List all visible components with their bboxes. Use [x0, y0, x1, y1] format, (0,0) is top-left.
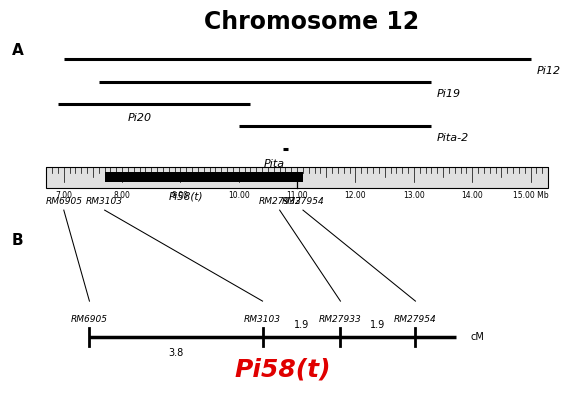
- Text: Pita-2: Pita-2: [437, 133, 470, 144]
- Text: 7.00: 7.00: [55, 191, 72, 200]
- Text: B: B: [12, 233, 23, 248]
- Text: 13.00: 13.00: [403, 191, 425, 200]
- Text: 1.9: 1.9: [370, 320, 385, 330]
- Text: 11.00: 11.00: [286, 191, 308, 200]
- Text: 3.8: 3.8: [168, 348, 183, 358]
- Bar: [46, 167, 548, 188]
- Text: RM6905: RM6905: [45, 197, 83, 206]
- Text: RM27933: RM27933: [258, 197, 301, 206]
- Text: 14.00: 14.00: [461, 191, 483, 200]
- Text: 12.00: 12.00: [344, 191, 366, 200]
- Text: Pi58(t): Pi58(t): [234, 357, 331, 381]
- Text: RM27933: RM27933: [319, 315, 362, 324]
- Text: RM27954: RM27954: [394, 315, 437, 324]
- Text: Pi58(t): Pi58(t): [169, 192, 204, 202]
- Text: Pi19: Pi19: [437, 89, 461, 99]
- Text: Pi20: Pi20: [128, 113, 152, 124]
- Text: 8.00: 8.00: [114, 191, 130, 200]
- Text: Pi12: Pi12: [537, 66, 560, 76]
- Text: Pita: Pita: [263, 159, 284, 169]
- Text: RM6905: RM6905: [71, 315, 108, 324]
- Text: 1.9: 1.9: [294, 320, 309, 330]
- Text: cM: cM: [470, 332, 484, 341]
- Text: Chromosome 12: Chromosome 12: [204, 10, 419, 34]
- Text: 9.00: 9.00: [172, 191, 189, 200]
- Text: 10.00: 10.00: [228, 191, 250, 200]
- Text: 15.00 Mb: 15.00 Mb: [513, 191, 548, 200]
- Text: RM3103: RM3103: [86, 197, 123, 206]
- Bar: [104, 172, 303, 182]
- Text: A: A: [12, 43, 23, 58]
- Text: RM3103: RM3103: [244, 315, 281, 324]
- Text: RM27954: RM27954: [282, 197, 324, 206]
